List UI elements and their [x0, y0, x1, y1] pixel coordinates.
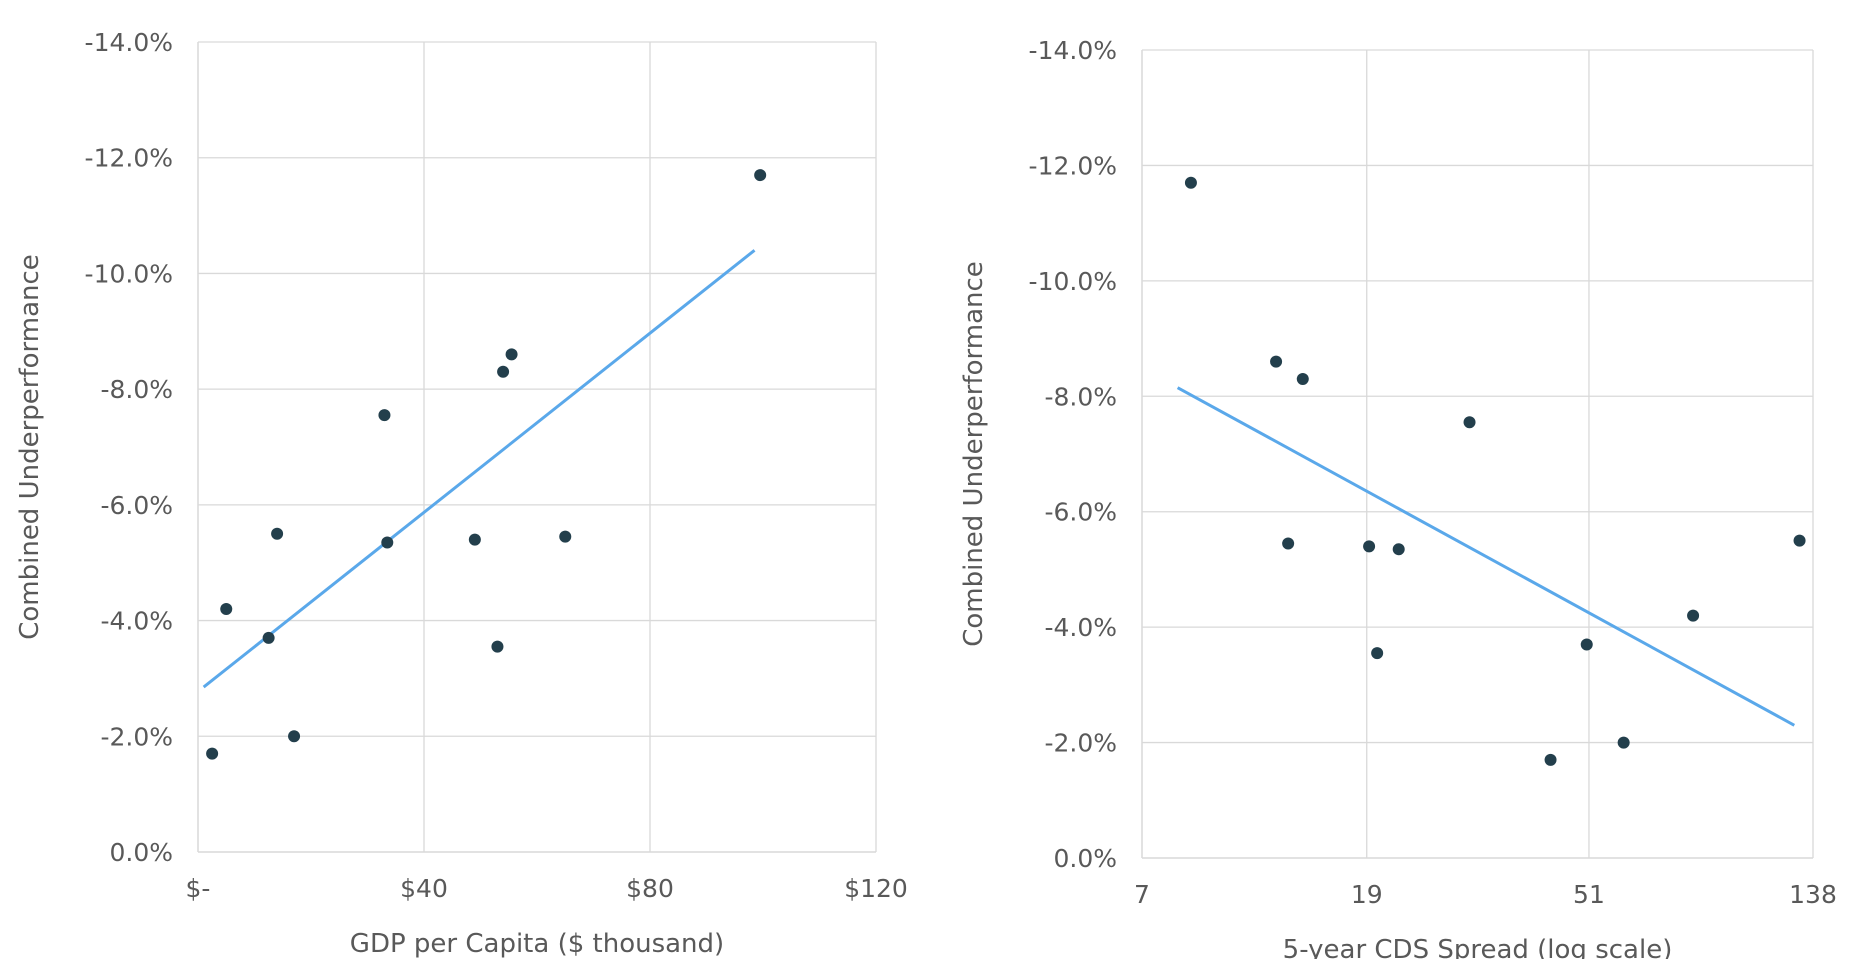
- chart2-y-tick-label: -4.0%: [1044, 613, 1117, 642]
- chart1-y-tick-label: -4.0%: [100, 607, 173, 636]
- chart1-trendline: [202, 249, 756, 689]
- chart2-data-point: [1392, 543, 1405, 556]
- chart1-y-tick-label: 0.0%: [109, 838, 173, 867]
- chart2-x-tick-label: 19: [1351, 880, 1383, 909]
- chart2-y-tick-label: -14.0%: [1029, 36, 1117, 65]
- chart2-data-point: [1580, 638, 1593, 651]
- chart1-data-point: [220, 603, 233, 615]
- chart2-data-point: [1793, 534, 1806, 547]
- chart1-data-point: [754, 169, 767, 182]
- chart2-y-tick-label: 0.0%: [1053, 844, 1117, 873]
- chart2-y-tick-label: -6.0%: [1044, 498, 1117, 527]
- chart2-y-tick-label: -12.0%: [1029, 151, 1117, 180]
- chart1-y-tick-label: -8.0%: [100, 375, 173, 404]
- chart2-x-tick-label: 138: [1789, 880, 1837, 909]
- chart1-x-axis-title: GDP per Capita ($ thousand): [350, 929, 724, 959]
- chart1-y-axis-title: Combined Underperformance: [15, 254, 45, 640]
- chart1-data-point: [559, 530, 572, 543]
- chart1-y-tick-label: -14.0%: [85, 28, 173, 57]
- chart2-y-tick-label: -8.0%: [1044, 382, 1117, 411]
- chart2-data-point: [1617, 736, 1630, 749]
- chart1-y-tick-label: -2.0%: [100, 722, 173, 751]
- chart1-data-point: [381, 536, 394, 549]
- chart2-x-tick-label: 7: [1134, 880, 1150, 909]
- chart2-y-tick-label: -10.0%: [1029, 267, 1117, 296]
- chart1-data-point: [468, 533, 481, 546]
- chart1-x-tick-label: $-: [186, 874, 211, 903]
- chart2-data-point: [1270, 355, 1283, 368]
- chart1-data-point: [378, 409, 391, 422]
- chart1-data-point: [288, 730, 301, 743]
- chart2-x-tick-label: 51: [1573, 880, 1605, 909]
- chart1-data-point: [262, 631, 275, 644]
- chart1-data-point: [491, 640, 504, 653]
- chart2-trendline: [1176, 386, 1796, 727]
- chart1-y-tick-label: -6.0%: [100, 491, 173, 520]
- chart1-y-tick-label: -10.0%: [85, 259, 173, 288]
- chart2-data-point: [1282, 537, 1295, 550]
- chart1-data-point: [271, 527, 284, 540]
- chart1-data-point: [505, 348, 518, 361]
- chart2-y-tick-label: -2.0%: [1044, 729, 1117, 758]
- chart2-data-point: [1544, 753, 1557, 766]
- chart2-x-axis-title: 5-year CDS Spread (log scale): [1283, 935, 1673, 959]
- chart1-data-point: [497, 365, 510, 378]
- chart1-x-tick-label: $40: [400, 874, 448, 903]
- chart1-data-point: [206, 747, 219, 760]
- chart1-x-tick-label: $80: [626, 874, 674, 903]
- chart2-data-point: [1184, 176, 1197, 189]
- chart1-y-tick-label: -12.0%: [85, 144, 173, 173]
- chart1-x-tick-label: $120: [844, 874, 908, 903]
- chart2-data-point: [1363, 540, 1376, 553]
- chart2-data-point: [1463, 416, 1476, 429]
- chart2-data-point: [1296, 372, 1309, 385]
- chart2-data-point: [1371, 647, 1384, 660]
- chart2-data-point: [1687, 609, 1700, 622]
- chart2-y-axis-title: Combined Underperformance: [959, 261, 989, 647]
